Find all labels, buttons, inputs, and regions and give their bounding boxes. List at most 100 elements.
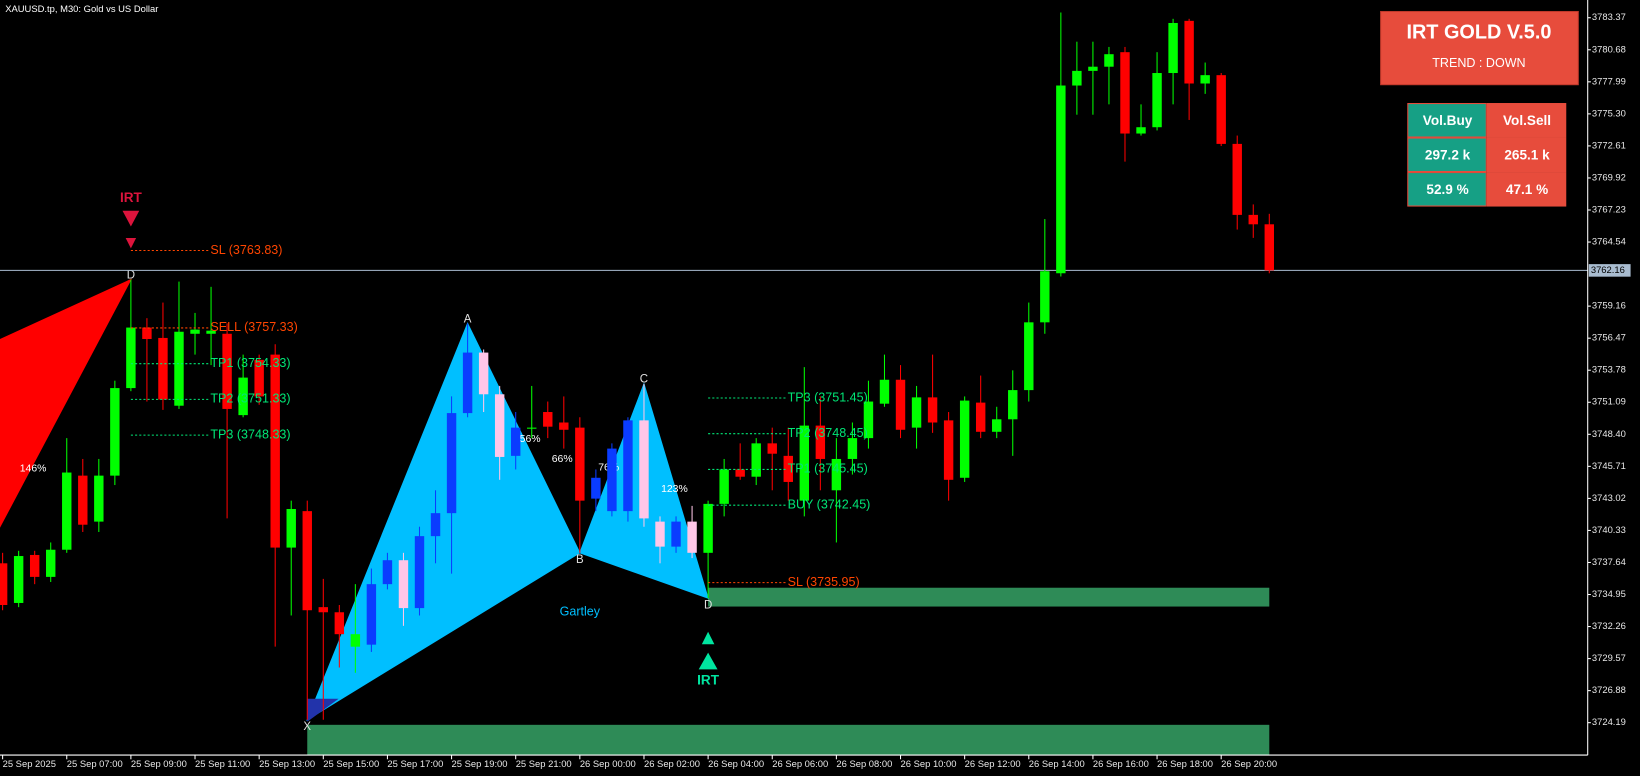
x-tick-label: 25 Sep 19:00: [452, 758, 508, 769]
x-tick-label: 25 Sep 2025: [3, 758, 56, 769]
table-cell: [1407, 103, 1487, 138]
table-header: Vol.Buy: [1423, 113, 1473, 128]
candle-body: [607, 448, 617, 512]
y-tick-label: 3732.26: [1592, 620, 1626, 631]
candle-body: [1200, 75, 1210, 84]
signal-arrow: [125, 237, 137, 249]
candle-body: [270, 354, 280, 548]
level-label: BUY (3742.45): [788, 497, 871, 511]
candle-body: [286, 508, 296, 548]
candle-body: [0, 563, 8, 605]
table-cell: [1407, 137, 1487, 173]
pattern-name: Gartley: [560, 605, 601, 619]
candle-body: [671, 521, 681, 547]
signal-arrow: [698, 652, 718, 670]
candle-body: [623, 420, 633, 512]
candle-body: [1088, 66, 1098, 71]
table-cell: [1407, 172, 1487, 207]
chart-title: XAUUSD.tp, M30: Gold vs US Dollar: [5, 3, 158, 14]
candle-body: [1056, 85, 1066, 274]
table-cell: [1486, 172, 1567, 207]
candle-body: [190, 329, 200, 334]
candle-body: [382, 560, 393, 585]
level-label: SL (3763.83): [210, 243, 282, 257]
pattern-point-label: X: [303, 721, 311, 733]
candle-body: [1040, 271, 1050, 323]
level-label: TP2 (3748.45): [788, 426, 868, 440]
y-tick-label: 3745.71: [1592, 460, 1626, 471]
pattern-ratio: 56%: [520, 434, 541, 445]
candle-body: [559, 422, 569, 430]
y-tick-label: 3775.30: [1592, 107, 1626, 118]
candle-body: [1152, 73, 1162, 128]
candle-body: [1072, 70, 1082, 86]
candle-body: [943, 420, 954, 480]
candle-body: [478, 352, 489, 395]
candle-body: [815, 425, 826, 459]
y-tick-label: 3740.33: [1592, 524, 1626, 535]
y-tick-label: 3769.92: [1592, 171, 1626, 182]
panel-box: [1380, 10, 1579, 86]
candle-body: [895, 379, 906, 430]
candle-body: [799, 425, 810, 501]
candle-body: [350, 634, 361, 647]
zone: [708, 587, 1270, 607]
candle-body: [494, 394, 505, 457]
panel-trend: TREND : DOWN: [1432, 56, 1525, 70]
x-tick-label: 26 Sep 10:00: [901, 758, 957, 769]
candle-body: [318, 607, 328, 613]
y-tick-label: 3756.47: [1592, 332, 1626, 343]
table-cell-text: 47.1 %: [1506, 182, 1548, 197]
candle-body: [1216, 75, 1226, 144]
candle-body: [703, 503, 713, 553]
candle-body: [110, 388, 120, 476]
y-tick-label: 3753.78: [1592, 364, 1626, 375]
x-tick-label: 26 Sep 08:00: [836, 758, 892, 769]
signal-label: IRT: [120, 190, 143, 205]
candle-body: [543, 412, 553, 427]
candle-body: [1184, 20, 1194, 84]
x-tick-label: 25 Sep 13:00: [259, 758, 315, 769]
x-tick-label: 25 Sep 07:00: [67, 758, 123, 769]
y-tick-label: 3764.54: [1592, 236, 1626, 247]
y-tick-label: 3777.99: [1592, 75, 1626, 86]
candle-body: [302, 511, 312, 611]
pattern-ratio: 66%: [552, 454, 573, 465]
y-tick-label: 3783.37: [1592, 11, 1626, 22]
signal-arrow: [122, 210, 140, 227]
level-label: SL (3735.95): [788, 575, 860, 589]
pattern-point-label: A: [464, 313, 472, 325]
level-label: TP1 (3754.33): [210, 356, 290, 370]
y-tick-label: 3734.95: [1592, 588, 1626, 599]
candle-body: [78, 475, 88, 525]
candle-body: [398, 560, 409, 609]
table-cell: [1486, 103, 1567, 138]
level-label: TP3 (3751.45): [788, 390, 868, 404]
pattern-point-label: D: [704, 600, 712, 612]
zone: [307, 724, 1270, 756]
candle-body: [462, 352, 473, 414]
signal-label: IRT: [697, 673, 720, 688]
table-cell-text: 265.1 k: [1504, 147, 1550, 162]
candle-body: [751, 443, 761, 477]
candle-body: [591, 477, 601, 499]
candle-body: [206, 330, 216, 334]
pattern-point-label: C: [640, 374, 648, 386]
current-price-label: 3762.16: [1591, 264, 1625, 275]
candle-body: [1232, 143, 1242, 215]
price-label-box: [1588, 264, 1631, 277]
candle-body: [510, 427, 521, 456]
candle-body: [927, 397, 938, 423]
table-header: Vol.Sell: [1503, 113, 1551, 128]
candle-body: [13, 556, 24, 603]
y-tick-label: 3759.16: [1592, 300, 1626, 311]
info-panel: IRT GOLD V.5.0 TREND : DOWN Vol.Buy Vol.…: [1380, 10, 1579, 207]
level-label: SELL (3757.33): [210, 320, 297, 334]
y-tick-label: 3767.23: [1592, 203, 1626, 214]
candle-body: [414, 536, 425, 609]
table-cell-text: 297.2 k: [1425, 147, 1471, 162]
x-tick-label: 26 Sep 20:00: [1221, 758, 1277, 769]
level-label: TP3 (3748.33): [210, 427, 290, 441]
